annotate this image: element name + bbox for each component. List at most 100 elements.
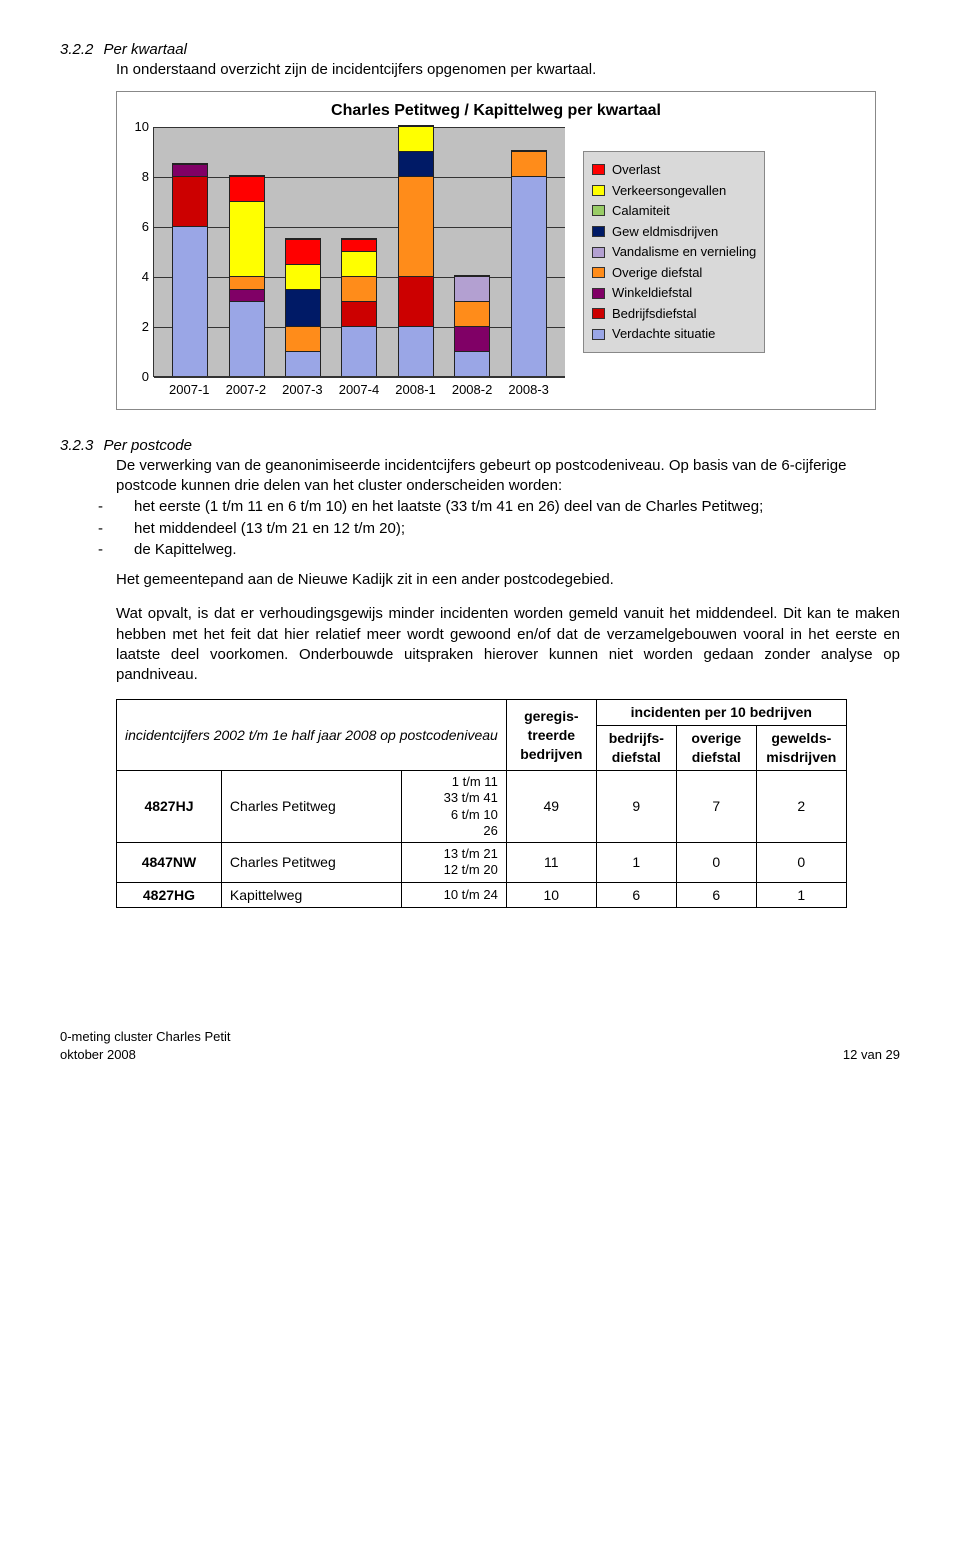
section-num: 3.2.3 (60, 437, 93, 454)
legend-label: Verdachte situatie (612, 325, 715, 343)
legend-item: Overlast (592, 161, 756, 179)
legend-label: Overlast (612, 161, 660, 179)
section-num: 3.2.2 (60, 41, 93, 58)
table-row: 4847NWCharles Petitweg13 t/m 2112 t/m 20… (117, 843, 847, 883)
chart-title: Charles Petitweg / Kapittelweg per kwart… (125, 100, 867, 122)
bar-segment-verdachte (173, 226, 207, 376)
cell-postcode: 4827HJ (117, 771, 222, 843)
cell-value: 1 (756, 882, 846, 908)
bar-segment-winkel (173, 164, 207, 177)
list-item: het eerste (1 t/m 11 en 6 t/m 10) en het… (116, 497, 900, 517)
x-tick: 2008-3 (505, 381, 553, 399)
legend-swatch (592, 205, 605, 216)
y-tick: 0 (125, 368, 149, 386)
page-footer: 0-meting cluster Charles Petit oktober 2… (60, 1028, 900, 1063)
p1: De verwerking van de geanonimiseerde inc… (116, 456, 900, 497)
legend-label: Overige diefstal (612, 264, 702, 282)
legend-label: Calamiteit (612, 202, 670, 220)
section-intro: In onderstaand overzicht zijn de inciden… (116, 60, 900, 80)
chart-legend: OverlastVerkeersongevallenCalamiteitGew … (583, 151, 765, 353)
cell-value: 49 (506, 771, 596, 843)
cell-postcode: 4827HG (117, 882, 222, 908)
legend-item: Vandalisme en vernieling (592, 243, 756, 261)
bar-stack (454, 275, 490, 376)
bar-segment-verdachte (455, 351, 489, 376)
legend-item: Bedrijfsdiefstal (592, 305, 756, 323)
x-tick: 2007-4 (335, 381, 383, 399)
legend-swatch (592, 164, 605, 175)
legend-swatch (592, 267, 605, 278)
cell-value: 1 (596, 843, 676, 883)
bar-segment-verkeer (399, 126, 433, 151)
list-item: de Kapittelweg. (116, 540, 900, 560)
bar-segment-bedrijf (342, 301, 376, 326)
bar-segment-verdachte (399, 326, 433, 376)
bar-segment-winkel (455, 326, 489, 351)
bullet-list: het eerste (1 t/m 11 en 6 t/m 10) en het… (116, 497, 900, 560)
bar-segment-overlast (286, 239, 320, 264)
cell-postcode: 4847NW (117, 843, 222, 883)
table-caption: incidentcijfers 2002 t/m 1e half jaar 20… (117, 700, 507, 771)
cell-value: 11 (506, 843, 596, 883)
y-tick: 2 (125, 318, 149, 336)
legend-item: Overige diefstal (592, 264, 756, 282)
chart-container: Charles Petitweg / Kapittelweg per kwart… (116, 91, 876, 410)
legend-item: Calamiteit (592, 202, 756, 220)
bar-segment-overige (286, 326, 320, 351)
head-group: incidenten per 10 bedrijven (631, 704, 812, 720)
bar-segment-winkel (230, 289, 264, 302)
cell-value: 0 (756, 843, 846, 883)
legend-swatch (592, 288, 605, 299)
y-tick: 10 (125, 118, 149, 136)
bar-segment-verdachte (286, 351, 320, 376)
legend-swatch (592, 226, 605, 237)
bar-stack (172, 163, 208, 377)
chart-plot: 2007-12007-22007-32007-42008-12008-22008… (125, 127, 565, 399)
bar-segment-verdachte (512, 176, 546, 376)
bar-segment-overige (399, 176, 433, 276)
section-title: Per postcode (104, 437, 192, 454)
cell-street: Kapittelweg (221, 882, 401, 908)
cell-value: 10 (506, 882, 596, 908)
y-tick: 6 (125, 218, 149, 236)
bar-segment-overige (342, 276, 376, 301)
footer-left2: oktober 2008 (60, 1046, 231, 1064)
legend-swatch (592, 247, 605, 258)
bar-segment-geweld (399, 151, 433, 176)
legend-swatch (592, 185, 605, 196)
head-reg: geregis-treerde bedrijven (520, 708, 582, 762)
legend-item: Winkeldiefstal (592, 284, 756, 302)
legend-swatch (592, 329, 605, 340)
y-tick: 4 (125, 268, 149, 286)
footer-left1: 0-meting cluster Charles Petit (60, 1028, 231, 1046)
bar-stack (341, 238, 377, 377)
legend-label: Gew eldmisdrijven (612, 223, 718, 241)
bar-stack (229, 175, 265, 376)
cell-range: 13 t/m 2112 t/m 20 (402, 843, 507, 883)
cell-value: 6 (676, 882, 756, 908)
bar-segment-geweld (286, 289, 320, 327)
table-row: 4827HGKapittelweg10 t/m 2410661 (117, 882, 847, 908)
table-row: 4827HJCharles Petitweg1 t/m 1133 t/m 416… (117, 771, 847, 843)
cell-street: Charles Petitweg (221, 771, 401, 843)
section-title: Per kwartaal (104, 41, 187, 58)
p2: Het gemeentepand aan de Nieuwe Kadijk zi… (116, 570, 900, 590)
bar-stack (398, 125, 434, 376)
bar-segment-verkeer (286, 264, 320, 289)
bar-segment-bedrijf (173, 176, 207, 226)
bar-segment-verdachte (230, 301, 264, 376)
legend-swatch (592, 308, 605, 319)
legend-label: Winkeldiefstal (612, 284, 692, 302)
bar-segment-overlast (342, 239, 376, 252)
incidents-table: incidentcijfers 2002 t/m 1e half jaar 20… (116, 699, 847, 908)
bar-segment-overige (230, 276, 264, 289)
cell-value: 9 (596, 771, 676, 843)
subhead-1: overige diefstal (691, 730, 741, 765)
footer-right: 12 van 29 (843, 1046, 900, 1064)
cell-range: 10 t/m 24 (402, 882, 507, 908)
bar-stack (285, 238, 321, 377)
subhead-0: bedrijfs-diefstal (609, 730, 664, 765)
cell-street: Charles Petitweg (221, 843, 401, 883)
legend-label: Bedrijfsdiefstal (612, 305, 697, 323)
section-3-2-3-heading: 3.2.3 Per postcode (60, 436, 900, 456)
